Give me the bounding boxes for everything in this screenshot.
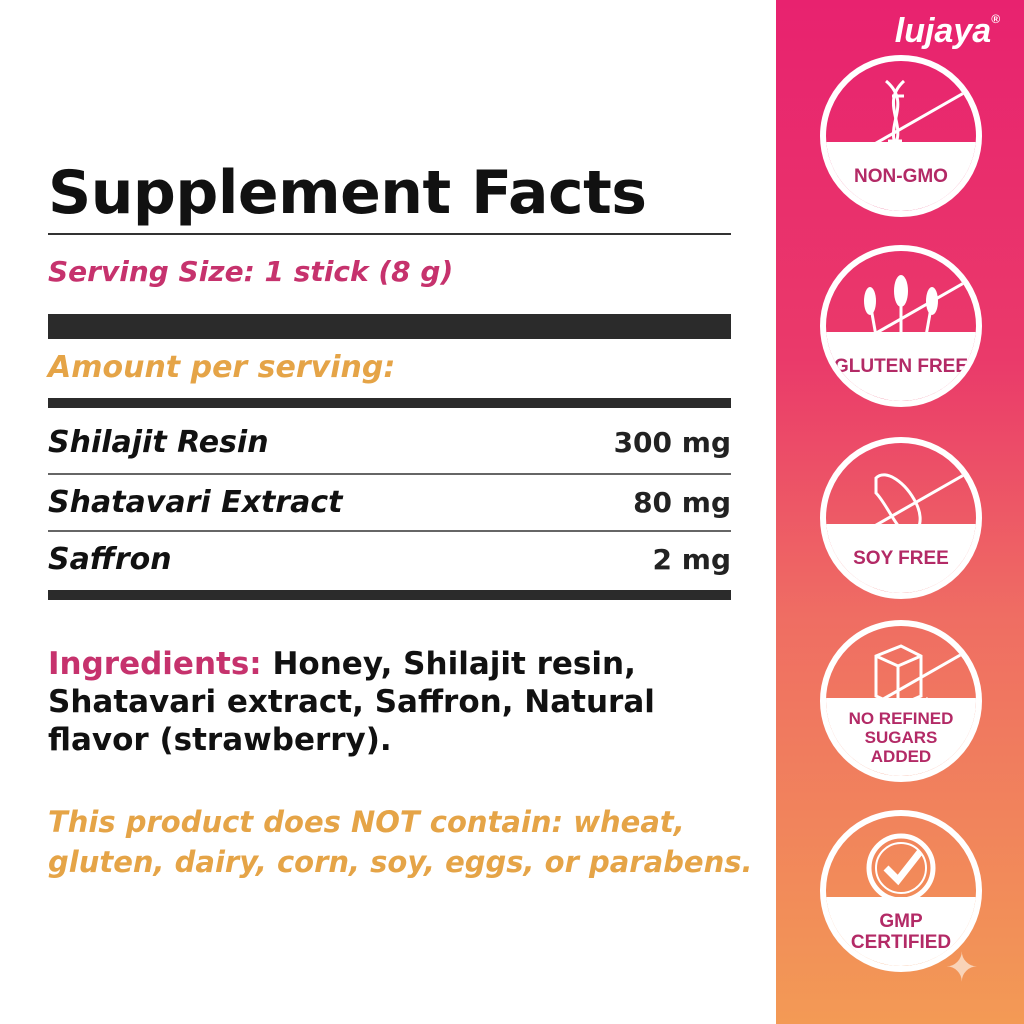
divider: [48, 530, 731, 532]
badge-soy-free: SOY FREE: [820, 437, 982, 599]
divider: [48, 233, 731, 235]
ingredients-label: Ingredients:: [48, 646, 262, 682]
divider-thick: [48, 398, 731, 408]
serving-size: Serving Size: 1 stick (8 g): [48, 255, 454, 288]
ingredient-amount: 80 mg: [633, 485, 731, 519]
wheat-icon: [835, 274, 976, 358]
badge-label: GMP CERTIFIED: [850, 910, 952, 953]
ingredient-amount: 2 mg: [652, 542, 731, 576]
sparkle-icon: ✦: [945, 945, 979, 991]
badge-gmp-certified: GMP CERTIFIED: [820, 810, 982, 972]
badge-non-gmo: NON-GMO: [820, 55, 982, 217]
divider-thick: [48, 590, 731, 600]
divider-thick: [48, 314, 731, 339]
badge-label: SOY FREE: [853, 548, 949, 569]
divider: [48, 473, 731, 475]
ingredient-amount: 300 mg: [613, 425, 731, 459]
badge-gluten-free: GLUTEN FREE: [820, 245, 982, 407]
amount-per-serving: Amount per serving:: [48, 350, 396, 385]
badge-sidebar: lujaya® NON-GMO GLUTEN FREE SOY FREE NO …: [776, 0, 1024, 1024]
ingredient-name: Shatavari Extract: [48, 484, 343, 520]
table-row: Shilajit Resin 300 mg: [48, 414, 731, 470]
badge-label: NON-GMO: [854, 166, 948, 187]
table-row: Saffron 2 mg: [48, 531, 731, 587]
ingredient-name: Saffron: [48, 541, 172, 577]
ingredients: Ingredients: Honey, Shilajit resin, Shat…: [48, 645, 748, 759]
page-title: Supplement Facts: [48, 158, 647, 228]
badge-label: GLUTEN FREE: [833, 356, 969, 377]
brand-logo: lujaya®: [895, 12, 1000, 51]
badge-label: NO REFINED SUGARS ADDED: [848, 708, 954, 766]
ingredients-text: Honey, Shilajit resin, Shatavari extract…: [48, 646, 655, 758]
registered-mark: ®: [991, 12, 1000, 26]
disclaimer: This product does NOT contain: wheat, gl…: [48, 805, 753, 879]
badge-no-refined-sugars: NO REFINED SUGARS ADDED: [820, 620, 982, 782]
brand-name: lujaya: [894, 12, 992, 50]
ingredient-name: Shilajit Resin: [48, 424, 269, 460]
table-row: Shatavari Extract 80 mg: [48, 474, 731, 530]
